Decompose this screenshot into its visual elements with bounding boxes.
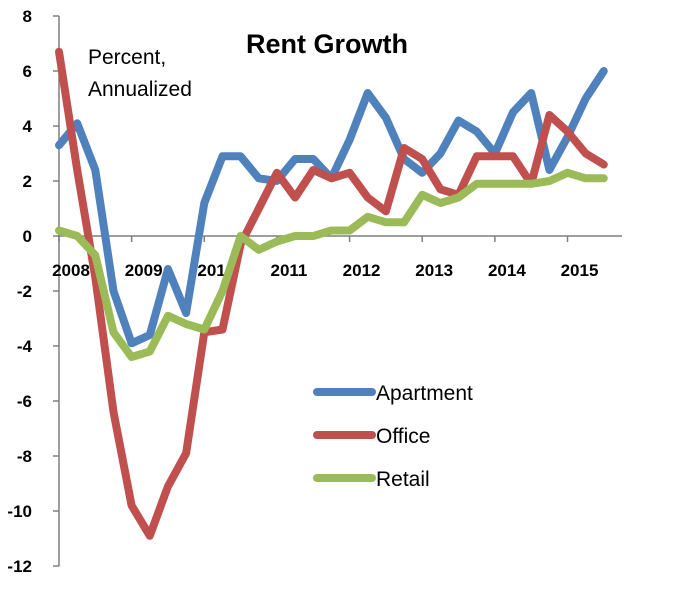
x-tick-label: 2009 — [125, 261, 163, 280]
x-tick-label: 2008 — [52, 261, 90, 280]
series-line-office — [55, 47, 608, 540]
series-line-apartment — [55, 67, 608, 348]
x-tick-label: 2015 — [561, 261, 599, 280]
legend-label-retail: Retail — [376, 468, 430, 491]
x-tick-label: 2014 — [488, 261, 526, 280]
y-tick-label: 2 — [23, 172, 32, 191]
y-tick-label: 0 — [23, 227, 32, 246]
legend-label-apartment: Apartment — [376, 382, 473, 405]
series-lines — [55, 47, 608, 540]
y-tick-label: 6 — [23, 62, 32, 81]
x-tick-label: 2011 — [270, 261, 307, 280]
unit-note-line-2: Annualized — [88, 78, 192, 101]
series-line-retail — [55, 168, 608, 361]
legend-label-office: Office — [376, 425, 430, 448]
y-tick-label: -2 — [17, 282, 32, 301]
y-tick-label: -10 — [7, 502, 32, 521]
y-axis: 8 6 4 2 0 -2 -4 -6 -8 -10 -12 — [7, 7, 60, 576]
x-axis: 2008 2009 2010 2011 2012 2013 2014 2015 — [52, 235, 622, 280]
x-tick-label: 2013 — [415, 261, 453, 280]
y-tick-label: -8 — [17, 447, 32, 466]
unit-note-line-1: Percent, — [88, 46, 166, 69]
legend: Apartment Office Retail — [313, 382, 473, 491]
chart-title: Rent Growth — [246, 29, 408, 59]
y-tick-label: -6 — [17, 392, 32, 411]
x-tick-label: 2012 — [343, 261, 381, 280]
y-tick-label: 8 — [23, 7, 32, 26]
y-tick-label: 4 — [23, 117, 33, 136]
y-tick-label: -12 — [7, 557, 32, 576]
y-tick-label: -4 — [17, 337, 33, 356]
